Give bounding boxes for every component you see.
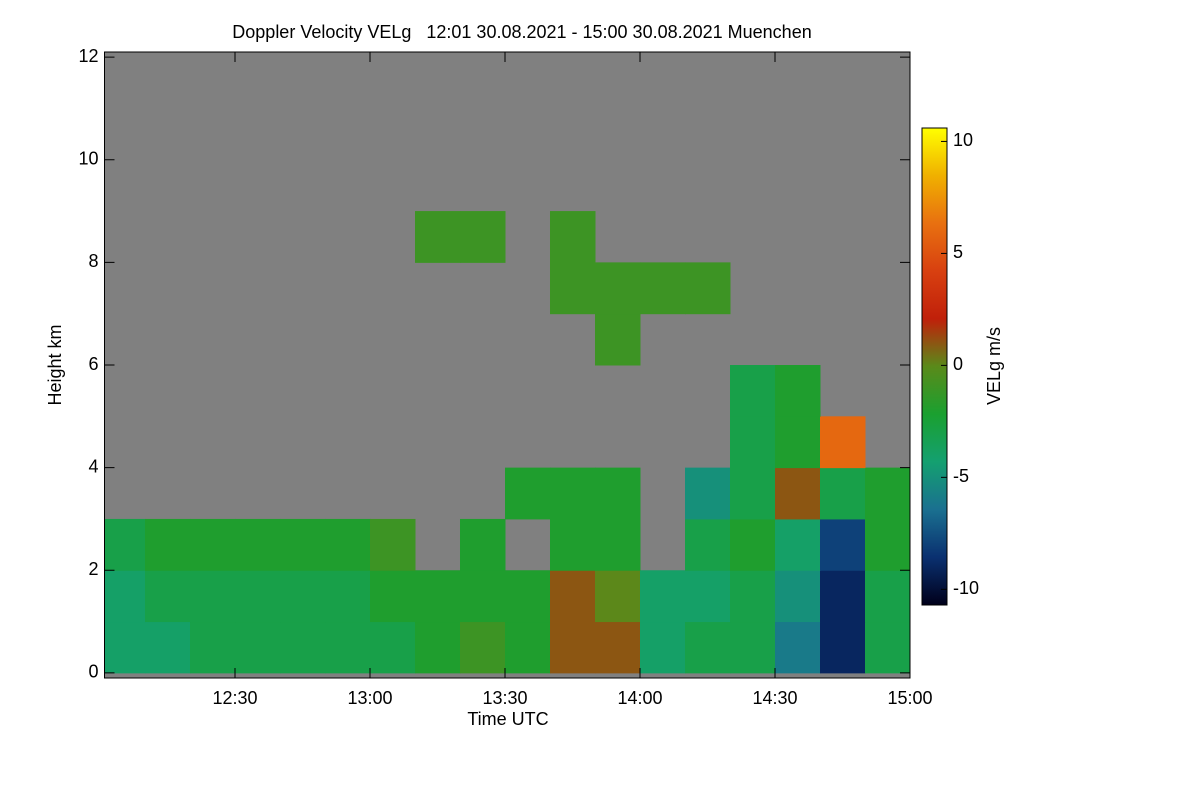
- x-tick-label: 14:30: [752, 688, 797, 708]
- heat-cell: [550, 621, 596, 674]
- heat-cell: [730, 570, 776, 623]
- colorbar-label: VELg m/s: [984, 327, 1004, 405]
- heat-cell: [460, 570, 506, 623]
- heat-cell: [775, 416, 821, 469]
- x-tick-label: 12:30: [212, 688, 257, 708]
- heat-cell: [820, 570, 866, 623]
- heat-cell: [370, 570, 416, 623]
- heat-cell: [325, 518, 371, 571]
- heat-cell: [640, 262, 686, 315]
- heat-cell: [505, 467, 551, 520]
- heat-cell: [280, 621, 326, 674]
- heat-cell: [550, 262, 596, 315]
- heat-cell: [550, 518, 596, 571]
- heat-cell: [505, 621, 551, 674]
- heat-cell: [595, 570, 641, 623]
- heat-cell: [640, 621, 686, 674]
- heat-cell: [460, 211, 506, 263]
- heat-cell: [775, 570, 821, 623]
- heat-cell: [550, 467, 596, 520]
- heat-cell: [685, 570, 731, 623]
- colorbar-tick-label: 5: [953, 242, 963, 262]
- heat-cell: [235, 518, 281, 571]
- heat-cell: [775, 467, 821, 520]
- heat-cell: [280, 570, 326, 623]
- heat-cell: [550, 211, 596, 263]
- heat-cell: [820, 621, 866, 674]
- y-tick-label: 10: [78, 149, 98, 169]
- heat-cell: [685, 262, 731, 315]
- colorbar-tick-label: -5: [953, 466, 969, 486]
- heat-cell: [865, 570, 911, 623]
- x-tick-label: 13:30: [482, 688, 527, 708]
- y-tick-label: 8: [88, 251, 98, 271]
- heat-cell: [820, 467, 866, 520]
- heat-cell: [730, 518, 776, 571]
- colorbar-tick-label: 0: [953, 354, 963, 374]
- y-tick-label: 4: [88, 456, 98, 476]
- heat-cell: [104, 570, 146, 623]
- colorbar-tick-label: -10: [953, 578, 979, 598]
- heat-cell: [685, 518, 731, 571]
- heat-cell: [865, 518, 911, 571]
- heat-cell: [190, 518, 236, 571]
- heat-cell: [595, 621, 641, 674]
- x-axis-label: Time UTC: [467, 709, 548, 729]
- heat-cell: [730, 621, 776, 674]
- heat-cell: [775, 365, 821, 417]
- x-tick-label: 14:00: [617, 688, 662, 708]
- heat-cell: [235, 621, 281, 674]
- y-tick-label: 6: [88, 354, 98, 374]
- heat-cell: [730, 416, 776, 469]
- heat-cell: [460, 621, 506, 674]
- x-tick-label: 13:00: [347, 688, 392, 708]
- heat-cell: [820, 518, 866, 571]
- heat-cell: [104, 621, 146, 674]
- heat-cell: [595, 262, 641, 315]
- heat-cell: [595, 313, 641, 366]
- y-tick-label: 2: [88, 559, 98, 579]
- heat-cell: [370, 518, 416, 571]
- heat-cell: [104, 518, 146, 571]
- heat-cell: [730, 365, 776, 417]
- chart-title: Doppler Velocity VELg 12:01 30.08.2021 -…: [232, 22, 811, 42]
- y-tick-label: 0: [88, 662, 98, 682]
- heat-cell: [685, 621, 731, 674]
- heat-cell: [460, 518, 506, 571]
- heat-cell: [145, 518, 191, 571]
- heat-cell: [415, 211, 461, 263]
- heat-cell: [280, 518, 326, 571]
- heat-cell: [820, 416, 866, 469]
- heat-cell: [730, 467, 776, 520]
- heat-cell: [415, 570, 461, 623]
- colorbar-tick-label: 10: [953, 130, 973, 150]
- x-tick-label: 15:00: [887, 688, 932, 708]
- heat-cell: [370, 621, 416, 674]
- heat-cell: [550, 570, 596, 623]
- heat-cell: [145, 621, 191, 674]
- heat-cell: [190, 621, 236, 674]
- heat-cell: [145, 570, 191, 623]
- y-tick-label: 12: [78, 46, 98, 66]
- heat-cell: [775, 621, 821, 674]
- heat-cell: [235, 570, 281, 623]
- heat-cell: [190, 570, 236, 623]
- y-axis-label: Height km: [45, 324, 65, 405]
- heat-cell: [325, 570, 371, 623]
- heat-cell: [595, 467, 641, 520]
- heat-cell: [865, 621, 911, 674]
- heat-cell: [595, 518, 641, 571]
- colorbar: [921, 127, 948, 606]
- heat-cell: [325, 621, 371, 674]
- heat-cell: [640, 570, 686, 623]
- heat-cell: [685, 467, 731, 520]
- heat-cell: [505, 570, 551, 623]
- heat-cell: [865, 467, 911, 520]
- heat-cell: [775, 518, 821, 571]
- heat-cell: [415, 621, 461, 674]
